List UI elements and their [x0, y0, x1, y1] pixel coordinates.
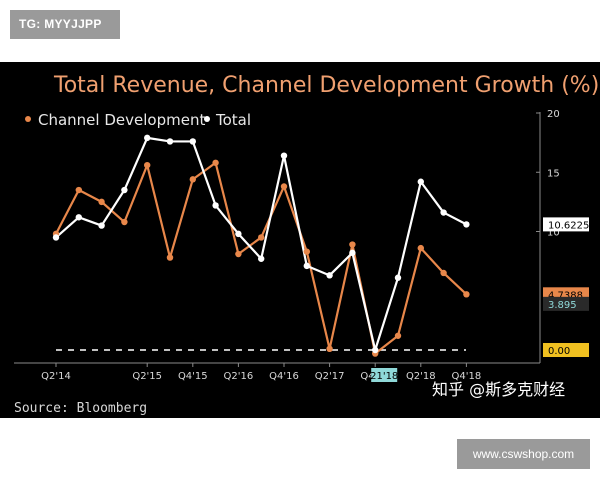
highlight-date-label: 21'18 — [370, 371, 398, 382]
x-tick-label: Q2'14 — [41, 371, 71, 382]
data-point-channel-development — [212, 159, 219, 166]
data-point-channel-development — [144, 161, 151, 169]
watermark-text: 知乎 @斯多克财经 — [432, 380, 565, 399]
data-point-total — [144, 134, 151, 142]
data-point-channel-development — [189, 176, 196, 183]
data-point-total — [349, 249, 356, 257]
y-tick-label: 20 — [547, 109, 560, 120]
source-note: Source: Bloomberg — [14, 401, 147, 416]
data-point-channel-development — [235, 250, 242, 258]
data-point-channel-development — [417, 244, 424, 252]
data-point-channel-development — [349, 241, 356, 248]
data-point-total — [75, 214, 83, 221]
total-end-value-tag — [543, 217, 589, 232]
data-point-channel-development — [258, 234, 265, 241]
data-point-channel-development — [121, 218, 128, 226]
highlight-date-tag — [371, 368, 398, 382]
zero-end-value-tag — [543, 343, 589, 357]
data-point-total — [463, 221, 470, 228]
top-tag-label: TG: MYYJJPP — [10, 10, 120, 39]
data-point-total — [98, 222, 105, 229]
data-point-total — [52, 234, 60, 241]
x-tick-label: Q2'18 — [406, 371, 436, 382]
data-point-channel-development — [280, 183, 288, 190]
x-tick-label: Q4'16 — [269, 371, 299, 382]
data-point-total — [280, 152, 288, 159]
y-tick-label: 10 — [547, 228, 560, 239]
data-point-total — [394, 274, 402, 281]
data-point-channel-development — [394, 332, 402, 339]
x-tick-label: Q4'18 — [452, 371, 482, 382]
data-point-total — [372, 346, 379, 354]
x-tick-label: Q2'16 — [224, 371, 254, 382]
data-point-total — [189, 138, 196, 145]
x-tick-label: Q2'17 — [315, 371, 345, 382]
legend-label-channel-development: Channel Development — [38, 111, 205, 129]
series-line-total — [55, 136, 467, 352]
data-point-channel-development — [75, 186, 83, 194]
data-point-channel-development — [440, 269, 447, 277]
data-point-channel-development — [166, 254, 174, 261]
y-tick-label: 15 — [547, 168, 560, 179]
x-tick-label: Q4'15 — [178, 371, 208, 382]
data-point-total — [212, 202, 219, 209]
data-point-total — [166, 138, 174, 145]
data-point-total — [258, 255, 265, 262]
data-point-total — [440, 209, 447, 216]
chart-panel: Total Revenue, Channel Development Growt… — [0, 62, 600, 418]
data-point-total — [235, 230, 242, 238]
chart-svg: Total Revenue, Channel Development Growt… — [14, 73, 599, 416]
chart-title: Total Revenue, Channel Development Growt… — [53, 73, 599, 98]
data-point-total — [303, 262, 310, 270]
legend-dot-total — [204, 116, 210, 122]
data-point-channel-development — [463, 291, 470, 298]
data-point-channel-development — [303, 248, 310, 255]
legend-dot-channel-development — [25, 116, 31, 122]
data-point-channel-development — [326, 345, 333, 353]
channel-end-value-label: 4.7388 — [548, 290, 583, 301]
secondary-end-value-label: 3.895 — [548, 300, 577, 311]
data-point-total — [417, 178, 424, 185]
secondary-end-value-tag — [543, 296, 589, 311]
legend-label-total: Total — [215, 111, 251, 129]
x-tick-label: Q2'15 — [132, 371, 162, 382]
bottom-site-label: www.cswshop.com — [457, 439, 590, 469]
data-point-total — [121, 186, 128, 194]
zero-end-value-label: 0.00 — [548, 346, 570, 357]
data-point-channel-development — [98, 198, 105, 206]
total-end-value-label: 10.6225 — [548, 220, 589, 231]
data-point-total — [326, 272, 333, 279]
